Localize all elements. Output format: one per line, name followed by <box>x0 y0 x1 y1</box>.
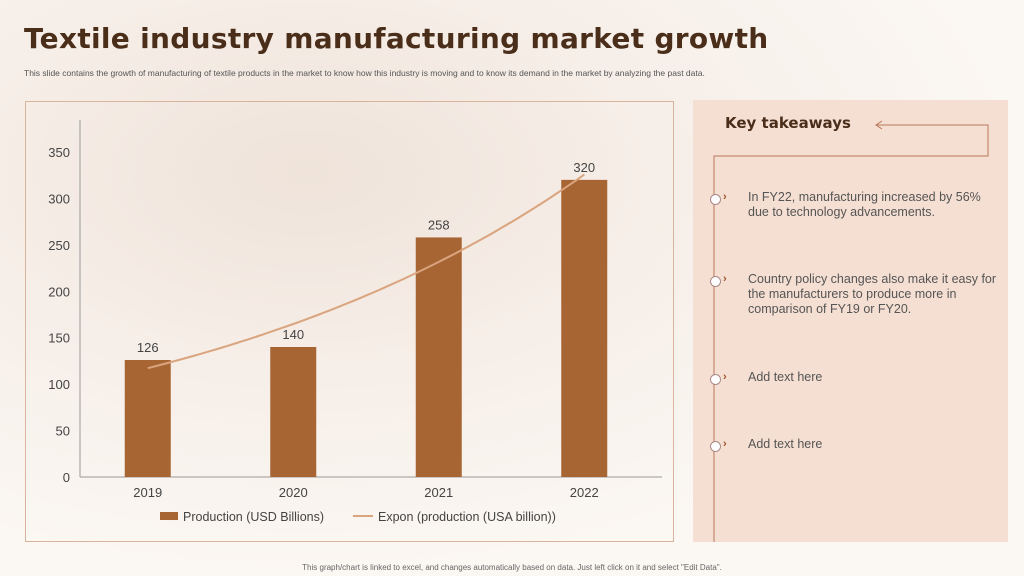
bar-2020 <box>270 347 317 477</box>
chevron-right-icon: › <box>723 371 727 383</box>
connector-lines <box>713 120 989 542</box>
chevron-right-icon: › <box>723 438 727 450</box>
bar-2019 <box>124 360 171 477</box>
legend-label-production: Production (USD Billions) <box>183 510 324 524</box>
takeaway-item: In FY22, manufacturing increased by 56% … <box>748 190 981 219</box>
chevron-right-icon: › <box>723 191 727 203</box>
x-tick-label: 2021 <box>424 485 453 500</box>
bar-2022 <box>561 179 608 477</box>
arrow-left-icon <box>875 120 883 130</box>
y-tick-label: 350 <box>48 145 70 160</box>
chevron-right-icon: › <box>723 273 727 285</box>
takeaway-item: Add text here <box>748 437 823 451</box>
bar-2021 <box>415 237 462 477</box>
takeaway-item: Country policy changes also make it easy… <box>748 272 997 316</box>
y-tick-label: 150 <box>48 331 70 346</box>
legend-swatch-production <box>160 512 178 520</box>
x-tick-label: 2022 <box>570 485 599 500</box>
y-tick-label: 50 <box>56 424 70 439</box>
y-tick-label: 300 <box>48 191 70 206</box>
page-title: Textile industry manufacturing market gr… <box>24 22 769 55</box>
x-tick-label: 2020 <box>279 485 308 500</box>
legend-label-trend: Expon (production (USA billion)) <box>378 510 556 524</box>
data-label: 258 <box>428 217 450 232</box>
bar-chart[interactable]: 0 50 100 150 200 250 300 350 126 2019 140 2020 258 20… <box>0 0 690 545</box>
data-label: 140 <box>282 327 304 342</box>
y-tick-label: 0 <box>63 470 70 485</box>
y-tick-label: 200 <box>48 284 70 299</box>
y-tick-label: 250 <box>48 238 70 253</box>
page-subtitle: This slide contains the growth of manufa… <box>24 68 705 78</box>
data-label: 320 <box>573 160 595 175</box>
takeaway-item: Add text here <box>748 370 823 384</box>
footer-note: This graph/chart is linked to excel, and… <box>302 563 722 572</box>
x-tick-label: 2019 <box>133 485 162 500</box>
bullet-circle-icon <box>710 441 721 452</box>
bullet-circle-icon <box>710 194 721 205</box>
bullet-circle-icon <box>710 374 721 385</box>
data-label: 126 <box>137 340 159 355</box>
trend-line <box>147 173 585 370</box>
y-tick-label: 100 <box>48 377 70 392</box>
key-takeaways-panel: Key takeaways › In FY22, manufacturing i… <box>693 100 1008 542</box>
bullet-circle-icon <box>710 276 721 287</box>
key-takeaways-heading: Key takeaways <box>725 114 851 132</box>
chart-frame <box>25 101 674 542</box>
